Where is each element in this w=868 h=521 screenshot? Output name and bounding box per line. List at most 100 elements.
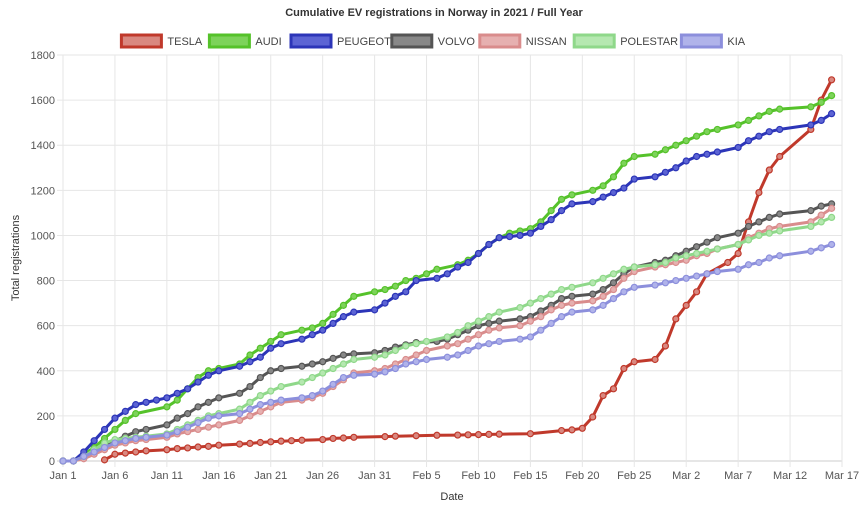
- data-point[interactable]: [526, 317, 535, 325]
- data-point[interactable]: [329, 380, 337, 388]
- data-point[interactable]: [142, 425, 150, 434]
- data-point[interactable]: [589, 413, 597, 421]
- data-point[interactable]: [807, 222, 815, 231]
- data-point[interactable]: [464, 346, 472, 355]
- data-point[interactable]: [609, 285, 618, 294]
- data-point[interactable]: [391, 364, 399, 373]
- data-point[interactable]: [765, 229, 773, 237]
- data-point[interactable]: [267, 344, 275, 352]
- data-point[interactable]: [568, 426, 576, 434]
- data-point[interactable]: [204, 423, 213, 431]
- data-point[interactable]: [630, 152, 638, 161]
- data-point[interactable]: [537, 295, 545, 303]
- data-point[interactable]: [755, 188, 763, 197]
- data-point[interactable]: [204, 371, 213, 379]
- data-point[interactable]: [381, 285, 389, 294]
- data-point[interactable]: [568, 283, 576, 291]
- data-point[interactable]: [142, 433, 150, 441]
- data-point[interactable]: [765, 254, 773, 262]
- data-point[interactable]: [277, 437, 285, 445]
- data-point[interactable]: [557, 285, 566, 294]
- data-point[interactable]: [485, 313, 493, 321]
- data-point[interactable]: [256, 391, 264, 400]
- data-point[interactable]: [412, 432, 420, 440]
- data-point[interactable]: [703, 247, 711, 255]
- data-point[interactable]: [568, 308, 576, 316]
- data-point[interactable]: [256, 401, 264, 409]
- data-point[interactable]: [422, 270, 431, 278]
- data-point[interactable]: [381, 351, 389, 359]
- data-point[interactable]: [443, 353, 451, 361]
- data-point[interactable]: [350, 308, 358, 316]
- data-point[interactable]: [235, 389, 244, 397]
- data-point[interactable]: [381, 433, 389, 441]
- data-point[interactable]: [194, 378, 202, 386]
- data-point[interactable]: [90, 448, 98, 456]
- data-point[interactable]: [267, 367, 275, 375]
- data-point[interactable]: [526, 430, 535, 438]
- data-point[interactable]: [329, 310, 337, 318]
- data-point[interactable]: [568, 292, 576, 300]
- data-point[interactable]: [339, 360, 348, 368]
- data-point[interactable]: [339, 434, 348, 442]
- data-point[interactable]: [620, 274, 628, 282]
- data-point[interactable]: [173, 389, 181, 397]
- data-point[interactable]: [350, 355, 358, 364]
- data-point[interactable]: [672, 254, 680, 262]
- data-point[interactable]: [132, 448, 140, 456]
- data-point[interactable]: [235, 416, 244, 424]
- data-point[interactable]: [495, 337, 503, 346]
- data-point[interactable]: [703, 150, 711, 158]
- data-point[interactable]: [828, 213, 836, 221]
- data-point[interactable]: [402, 342, 410, 350]
- data-point[interactable]: [713, 267, 721, 276]
- data-point[interactable]: [246, 439, 254, 448]
- data-point[interactable]: [526, 229, 535, 237]
- data-point[interactable]: [350, 371, 358, 379]
- data-point[interactable]: [339, 373, 348, 382]
- data-point[interactable]: [308, 360, 316, 368]
- data-point[interactable]: [277, 331, 285, 339]
- data-point[interactable]: [692, 132, 701, 140]
- data-point[interactable]: [329, 319, 337, 328]
- data-point[interactable]: [516, 335, 524, 343]
- data-point[interactable]: [776, 252, 784, 260]
- data-point[interactable]: [807, 247, 815, 255]
- data-point[interactable]: [111, 450, 119, 458]
- data-point[interactable]: [651, 150, 659, 158]
- data-point[interactable]: [350, 433, 358, 441]
- data-point[interactable]: [547, 207, 555, 215]
- data-point[interactable]: [246, 358, 254, 366]
- data-point[interactable]: [651, 281, 659, 289]
- data-point[interactable]: [609, 385, 618, 393]
- data-point[interactable]: [589, 279, 597, 287]
- data-point[interactable]: [744, 222, 753, 231]
- data-point[interactable]: [734, 265, 742, 273]
- data-point[interactable]: [713, 245, 721, 253]
- data-point[interactable]: [152, 396, 161, 404]
- data-point[interactable]: [402, 288, 410, 296]
- data-point[interactable]: [744, 116, 753, 125]
- data-point[interactable]: [246, 382, 254, 391]
- data-point[interactable]: [734, 143, 742, 152]
- data-point[interactable]: [599, 193, 607, 201]
- data-point[interactable]: [568, 191, 576, 199]
- data-point[interactable]: [464, 431, 472, 439]
- data-point[interactable]: [267, 438, 275, 446]
- data-point[interactable]: [755, 132, 763, 140]
- data-point[interactable]: [339, 301, 348, 309]
- data-point[interactable]: [391, 432, 399, 440]
- data-point[interactable]: [547, 290, 555, 298]
- data-point[interactable]: [692, 249, 701, 258]
- data-point[interactable]: [828, 110, 836, 118]
- data-point[interactable]: [547, 216, 555, 224]
- data-point[interactable]: [776, 210, 784, 218]
- data-point[interactable]: [173, 414, 181, 422]
- data-point[interactable]: [557, 301, 566, 309]
- data-point[interactable]: [474, 342, 483, 350]
- data-point[interactable]: [256, 344, 264, 352]
- data-point[interactable]: [298, 436, 306, 444]
- data-point[interactable]: [776, 227, 784, 235]
- data-point[interactable]: [391, 282, 399, 290]
- data-point[interactable]: [526, 333, 535, 341]
